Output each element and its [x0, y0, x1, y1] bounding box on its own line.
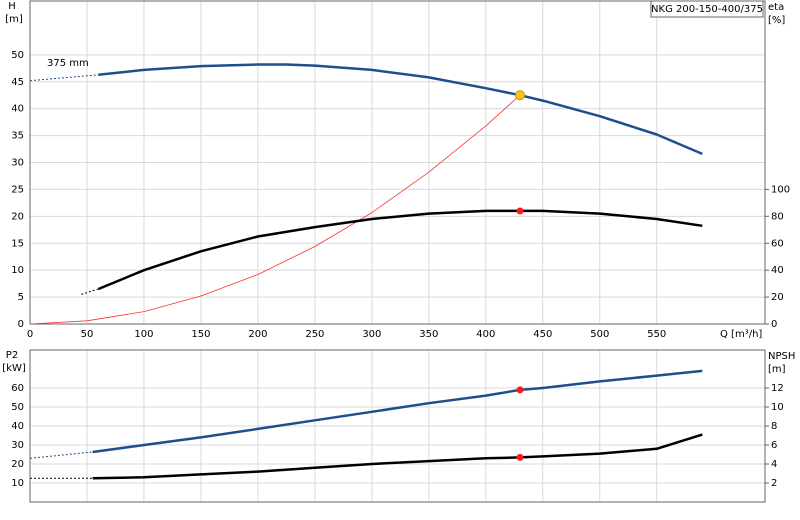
y-tick-label: 10 [11, 478, 24, 489]
title-box [650, 0, 764, 18]
x-tick-label: 150 [191, 329, 210, 340]
y-tick-label: 30 [11, 158, 24, 169]
y-axis-label: H [8, 1, 16, 12]
curve-extension [29, 74, 99, 82]
x-tick-label: 500 [590, 329, 609, 340]
y2-axis-unit: [m] [768, 364, 786, 375]
y2-tick-label: 100 [771, 184, 790, 195]
y-tick-label: 40 [11, 104, 24, 115]
x-tick-label: 400 [476, 329, 495, 340]
y-tick-label: 10 [11, 265, 24, 276]
y2-tick-label: 6 [771, 440, 777, 451]
y-tick-label: 0 [18, 319, 24, 330]
y-axis-unit: [m] [5, 14, 23, 25]
y2-tick-label: 12 [771, 383, 784, 394]
y-tick-label: 30 [11, 440, 24, 451]
x-tick-label: 200 [248, 329, 267, 340]
y-tick-label: 5 [18, 292, 24, 303]
x-tick-label: 350 [419, 329, 438, 340]
x-tick-label: 550 [647, 329, 666, 340]
y2-tick-label: 20 [771, 292, 784, 303]
y2-tick-label: 80 [771, 211, 784, 222]
curve [98, 63, 703, 156]
y-tick-label: 40 [11, 421, 24, 432]
y2-tick-label: 4 [771, 459, 777, 470]
x-tick-label: 0 [27, 329, 33, 340]
duty-point [515, 90, 525, 101]
y-axis-label: P2 [6, 350, 18, 361]
curve [29, 94, 521, 325]
x-tick-label: 250 [305, 329, 324, 340]
y2-tick-label: 60 [771, 238, 784, 249]
plot-frame [29, 0, 766, 325]
y2-tick-label: 40 [771, 265, 784, 276]
duty-point [516, 453, 524, 461]
x-tick-label: 50 [81, 329, 94, 340]
y-tick-label: 15 [11, 238, 24, 249]
y2-tick-label: 8 [771, 421, 777, 432]
y2-tick-label: 10 [771, 402, 784, 413]
x-tick-label: 450 [533, 329, 552, 340]
y-tick-label: 20 [11, 459, 24, 470]
y2-tick-label: 2 [771, 478, 777, 489]
chart-title: NKG 200-150-400/375 [651, 4, 763, 15]
duty-point [516, 386, 524, 394]
curve [92, 369, 703, 454]
y2-axis-label: NPSH [768, 351, 795, 362]
y2-tick-label: 0 [771, 319, 777, 330]
x-tick-label: 300 [362, 329, 381, 340]
duty-point [516, 207, 524, 215]
curve-extension [81, 288, 99, 295]
y-tick-label: 60 [11, 383, 24, 394]
y-axis-unit: [kW] [2, 363, 26, 374]
y2-axis-unit: [%] [768, 15, 785, 26]
x-axis-label: Q [m³/h] [720, 329, 762, 340]
y-tick-label: 35 [11, 131, 24, 142]
y-tick-label: 50 [11, 50, 24, 61]
y-tick-label: 20 [11, 211, 24, 222]
curve-annotation: 375 mm [47, 58, 89, 69]
curve [92, 433, 703, 480]
y-tick-label: 45 [11, 77, 24, 88]
y-tick-label: 50 [11, 402, 24, 413]
curve [97, 209, 703, 291]
y2-axis-label: eta [768, 2, 784, 13]
y-tick-label: 25 [11, 184, 24, 195]
curve-extension [29, 451, 93, 459]
x-tick-label: 100 [134, 329, 153, 340]
